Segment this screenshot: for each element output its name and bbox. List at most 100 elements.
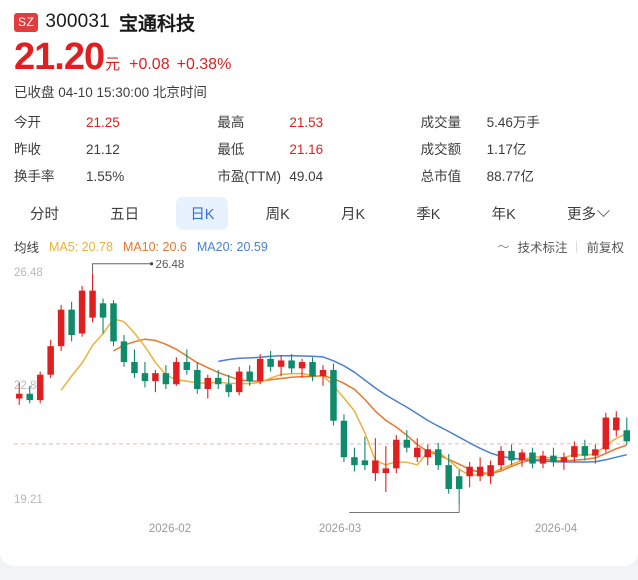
y-tick-top: 26.48 — [14, 267, 43, 279]
candle-body — [613, 417, 620, 431]
quote-stats-grid: 今开 21.25 最高 21.53 成交量 5.46万手 昨收 21.12 最低 21.1… — [0, 111, 638, 185]
tab-quarterly-k[interactable]: 季K — [416, 207, 441, 224]
candle-body — [141, 373, 149, 381]
high-annotation: 26.48 — [92, 260, 184, 274]
quote-stat: 成交量 5.46万手 — [421, 111, 624, 131]
candle-body — [529, 452, 536, 464]
candle-body — [57, 309, 65, 347]
y-tick-middle: 22.84 — [14, 380, 43, 392]
quote-stat: 总市值 88.77亿 — [421, 165, 624, 185]
quote-stat-key: 昨收 — [14, 141, 41, 157]
candle-body — [445, 465, 452, 489]
candle-body — [110, 303, 117, 342]
candle-body — [15, 393, 23, 399]
quote-stat-key: 换手率 — [14, 168, 55, 184]
quote-stat-key: 成交额 — [420, 141, 462, 157]
candle-body — [518, 452, 526, 461]
y-axis-labels: 26.48 22.84 19.21 — [14, 267, 43, 506]
stock-code: 300031 — [45, 11, 110, 32]
ma10-value: MA10: 20.6 — [122, 239, 187, 254]
candle-body — [382, 468, 390, 473]
candlestick-chart[interactable]: 26.48 22.84 19.21 26.48 2026-02 2026-0 — [0, 260, 638, 548]
adjust-mode-button[interactable]: 前复权 — [586, 241, 624, 256]
quote-stat-value: 5.46万手 — [486, 114, 540, 130]
candle-body — [68, 309, 75, 335]
tab-weekly-k[interactable]: 周K — [265, 207, 290, 224]
candle-body — [539, 455, 547, 464]
y-tick-bottom: 19.21 — [14, 494, 43, 506]
candle-body — [393, 439, 400, 469]
candle-body — [372, 460, 379, 473]
quote-stat-value: 1.55% — [86, 168, 125, 184]
quote-stat-key: 最高 — [217, 114, 245, 130]
candle-body — [120, 341, 128, 362]
candle-body — [487, 465, 494, 477]
tech-annotation-button[interactable]: 技术标注 — [517, 241, 568, 256]
tab-daily-k[interactable]: 日K — [176, 197, 229, 231]
candle-body — [623, 430, 631, 442]
tab-fenshi[interactable]: 分时 — [30, 207, 59, 224]
ma20-value: MA20: 20.59 — [196, 239, 268, 254]
candle-body — [215, 377, 222, 385]
quote-stat-key: 今开 — [14, 114, 41, 130]
candle-body — [89, 290, 96, 318]
current-price: 21.20 — [14, 36, 105, 78]
tab-more[interactable]: 更多 — [553, 197, 622, 230]
quote-stat-key: 总市值 — [420, 168, 462, 184]
quote-stat-key: 市盈(TTM) — [217, 168, 282, 184]
candle-body — [256, 358, 264, 381]
wave-icon: 〜 — [497, 240, 509, 255]
candle-body — [204, 377, 212, 389]
price-unit: 元 — [105, 56, 121, 73]
quote-stat-value: 21.25 — [86, 114, 120, 130]
candle-body — [571, 446, 578, 458]
candle-body — [592, 449, 599, 456]
quote-stat-value: 1.17亿 — [486, 141, 527, 157]
candle-body — [267, 358, 274, 367]
candle-series — [15, 273, 631, 505]
stock-name: 宝通科技 — [118, 13, 195, 35]
candle-body — [277, 360, 285, 367]
quote-stat-value: 21.16 — [289, 141, 324, 157]
candle-body — [434, 449, 442, 466]
candle-body — [183, 361, 191, 370]
candle-body — [550, 455, 557, 462]
candle-body — [424, 449, 431, 458]
tab-5day[interactable]: 五日 — [110, 207, 140, 224]
tab-yearly-k[interactable]: 年K — [491, 207, 516, 224]
candle-body — [330, 369, 337, 421]
quote-stat: 最低 21.16 — [217, 138, 420, 158]
candle-body — [466, 466, 473, 477]
ma20-line — [218, 354, 627, 463]
chart-svg[interactable]: 26.48 22.84 19.21 26.48 2026-02 2026-0 — [0, 260, 638, 548]
ma-legend-label: 均线 — [14, 241, 40, 256]
candle-body — [602, 417, 610, 450]
price-row: 21.20 元 +0.08 +0.38% — [14, 36, 638, 78]
candle-body — [403, 439, 411, 448]
quote-header: SZ 300031 宝通科技 21.20 元 +0.08 +0.38% 已收盘 … — [0, 0, 638, 101]
candle-body — [131, 361, 138, 374]
candle-body — [173, 361, 180, 385]
low-annotation — [349, 504, 460, 513]
candle-body — [246, 371, 253, 381]
quote-stat-key: 最低 — [217, 141, 245, 157]
quote-stat: 市盈(TTM) 49.04 — [217, 165, 420, 185]
quote-stat-value: 21.12 — [86, 141, 120, 157]
ma-legend-left: 均线 MA5: 20.78 MA10: 20.6 MA20: 20.59 — [14, 237, 268, 256]
candle-body — [560, 457, 568, 462]
ma10-line — [113, 338, 628, 475]
candle-body — [99, 303, 107, 318]
quote-stat: 昨收 21.12 — [14, 138, 217, 158]
candle-body — [235, 371, 243, 393]
candle-body — [47, 346, 54, 375]
candle-body — [581, 446, 589, 456]
candle-body — [476, 466, 484, 477]
tab-more-label: 更多 — [566, 207, 596, 224]
candle-body — [497, 450, 505, 466]
candle-body — [26, 393, 33, 400]
chart-period-tabs: 分时 五日 日K 周K 月K 季K 年K 更多 — [0, 197, 638, 231]
quote-stat-value: 49.04 — [289, 168, 324, 184]
candle-body — [225, 384, 232, 393]
tab-monthly-k[interactable]: 月K — [340, 207, 366, 224]
quote-stat-value: 21.53 — [289, 114, 324, 130]
